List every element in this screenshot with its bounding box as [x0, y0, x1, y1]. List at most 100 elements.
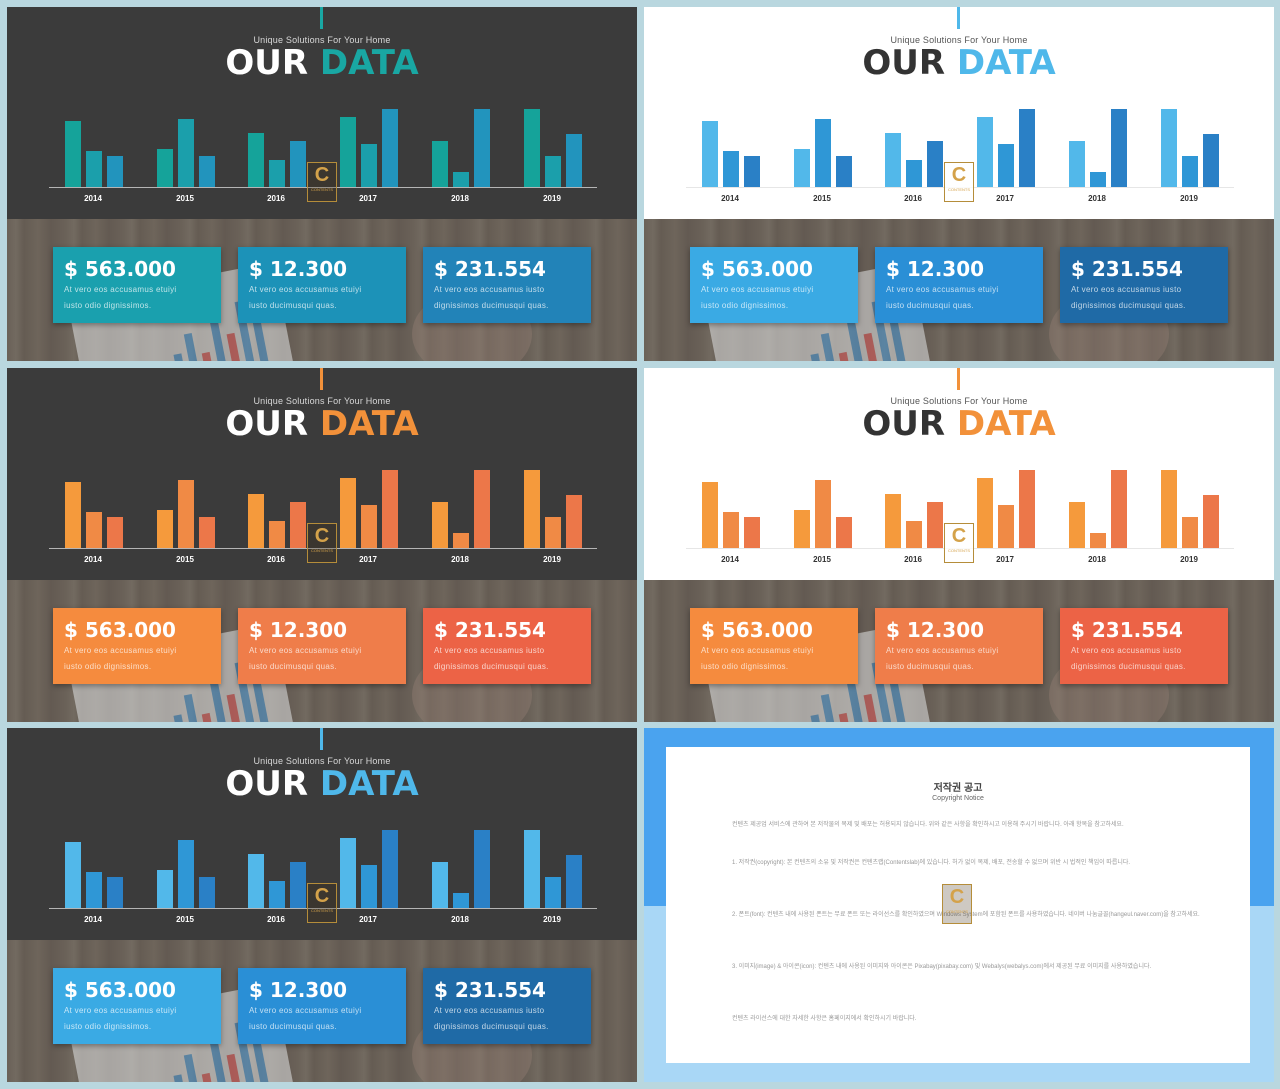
stat-amount: $ 231.554: [434, 618, 546, 642]
chart-bar: [977, 478, 993, 548]
paper-bar: [183, 1054, 201, 1082]
x-tick-label: 2015: [813, 555, 831, 564]
chart-bar: [432, 862, 448, 908]
chart-bar: [1019, 109, 1035, 187]
stat-description: At vero eos accusamus iusto: [434, 285, 545, 294]
chart-bar: [794, 149, 810, 187]
chart-bar: [524, 109, 540, 187]
logo-letter: C: [314, 525, 330, 547]
x-tick-label: 2015: [176, 194, 194, 203]
stat-amount: $ 12.300: [249, 618, 348, 642]
chart-bar: [977, 117, 993, 187]
data-slide-3: Our companyUnique Solutions For Your Hom…: [7, 368, 637, 722]
chart-bar: [269, 521, 285, 548]
stat-amount: $ 563.000: [64, 978, 176, 1002]
chart-bar: [86, 512, 102, 548]
chart-bar: [290, 862, 306, 908]
x-tick-label: 2016: [267, 194, 285, 203]
accent-line: [957, 368, 960, 390]
stat-amount: $ 563.000: [64, 618, 176, 642]
stat-card: $ 231.554 At vero eos accusamus iusto dign…: [423, 608, 591, 684]
stat-description: At vero eos accusamus etuiyi: [249, 646, 362, 655]
stat-description: At vero eos accusamus etuiyi: [886, 646, 999, 655]
paper-bar: [820, 694, 838, 722]
chart-bar: [453, 533, 469, 548]
logo-text: CONTENTS: [946, 909, 968, 914]
x-tick-label: 2014: [721, 555, 739, 564]
chart-bar: [545, 156, 561, 187]
chart-bar: [927, 502, 943, 548]
chart-bar: [836, 156, 852, 187]
chart-bar: [65, 121, 81, 187]
chart-bar: [199, 517, 215, 548]
x-tick-label: 2019: [1180, 194, 1198, 203]
chart-bar: [1111, 470, 1127, 548]
x-tick-label: 2016: [904, 555, 922, 564]
chart-bar: [1111, 109, 1127, 187]
title-word-our: OUR: [862, 404, 946, 444]
chart-bar: [702, 121, 718, 187]
stat-description: At vero eos accusamus etuiyi: [249, 285, 362, 294]
chart-bar: [998, 505, 1014, 548]
stat-description: iusto ducimusqui quas.: [249, 301, 337, 310]
contents-logo: C CONTENTS: [944, 162, 974, 202]
paper-bar: [838, 351, 852, 361]
x-tick-label: 2015: [176, 915, 194, 924]
chart-bar: [432, 502, 448, 548]
chart-bar: [340, 478, 356, 548]
title-word-data: DATA: [319, 764, 419, 804]
copyright-notice-slide: 저작권 공고 Copyright Notice 컨텐츠 제공업 서비스에 관하여…: [644, 728, 1274, 1082]
paper-bar: [838, 712, 852, 722]
chart-bar: [1069, 141, 1085, 187]
notice-paragraph-image: 3. 이미지(image) & 아이콘(icon): 컨텐츠 내에 사용된 이미…: [732, 964, 1152, 970]
stat-description: dignissimos ducimusqui quas.: [1071, 662, 1186, 671]
chart-bar: [566, 855, 582, 908]
title-word-our: OUR: [225, 404, 309, 444]
chart-bar: [86, 872, 102, 908]
stat-card: $ 231.554 At vero eos accusamus iusto dign…: [423, 247, 591, 323]
stat-description: iusto ducimusqui quas.: [886, 301, 974, 310]
logo-letter: C: [951, 525, 967, 547]
chart-bar: [815, 119, 831, 187]
chart-baseline: [49, 908, 597, 909]
data-slide-4: Our companyUnique Solutions For Your Hom…: [644, 368, 1274, 722]
chart-bar: [453, 172, 469, 187]
logo-letter: C: [314, 164, 330, 186]
stat-amount: $ 231.554: [1071, 618, 1183, 642]
chart-bar: [794, 510, 810, 548]
accent-line: [320, 368, 323, 390]
chart-bar: [340, 838, 356, 908]
paper-bar: [173, 1074, 188, 1082]
stat-description: dignissimos ducimusqui quas.: [434, 1022, 549, 1031]
logo-letter: C: [951, 164, 967, 186]
x-tick-label: 2014: [84, 915, 102, 924]
paper-bar: [201, 1072, 215, 1082]
chart-bar: [927, 141, 943, 187]
stat-card: $ 563.000 At vero eos accusamus etuiyi ius…: [53, 968, 221, 1044]
paper-bar: [183, 333, 201, 361]
x-tick-label: 2019: [543, 915, 561, 924]
stat-card: $ 563.000 At vero eos accusamus etuiyi ius…: [690, 608, 858, 684]
stat-description: iusto ducimusqui quas.: [886, 662, 974, 671]
stat-description: iusto odio dignissimos.: [64, 301, 152, 310]
chart-bar: [1069, 502, 1085, 548]
chart-bar: [1203, 495, 1219, 548]
x-tick-label: 2014: [721, 194, 739, 203]
chart-bar: [453, 893, 469, 908]
chart-bar: [1019, 470, 1035, 548]
chart-bar: [906, 521, 922, 548]
slide-title: OUR DATA: [7, 764, 637, 804]
chart-bar: [723, 512, 739, 548]
stat-description: At vero eos accusamus iusto: [434, 646, 545, 655]
slide-subtitle: Unique Solutions For Your Home: [890, 35, 1028, 45]
stat-card: $ 231.554 At vero eos accusamus iusto dign…: [1060, 608, 1228, 684]
stat-card: $ 12.300 At vero eos accusamus etuiyi iust…: [238, 247, 406, 323]
contents-logo: C CONTENTS: [944, 523, 974, 563]
chart-bar: [199, 156, 215, 187]
contents-logo: C CONTENTS: [307, 883, 337, 923]
chart-bar: [248, 133, 264, 187]
stat-description: At vero eos accusamus iusto: [1071, 646, 1182, 655]
data-slide-1: Our companyUnique Solutions For Your Hom…: [7, 7, 637, 361]
chart-bar: [524, 470, 540, 548]
paper-bar: [226, 693, 243, 722]
